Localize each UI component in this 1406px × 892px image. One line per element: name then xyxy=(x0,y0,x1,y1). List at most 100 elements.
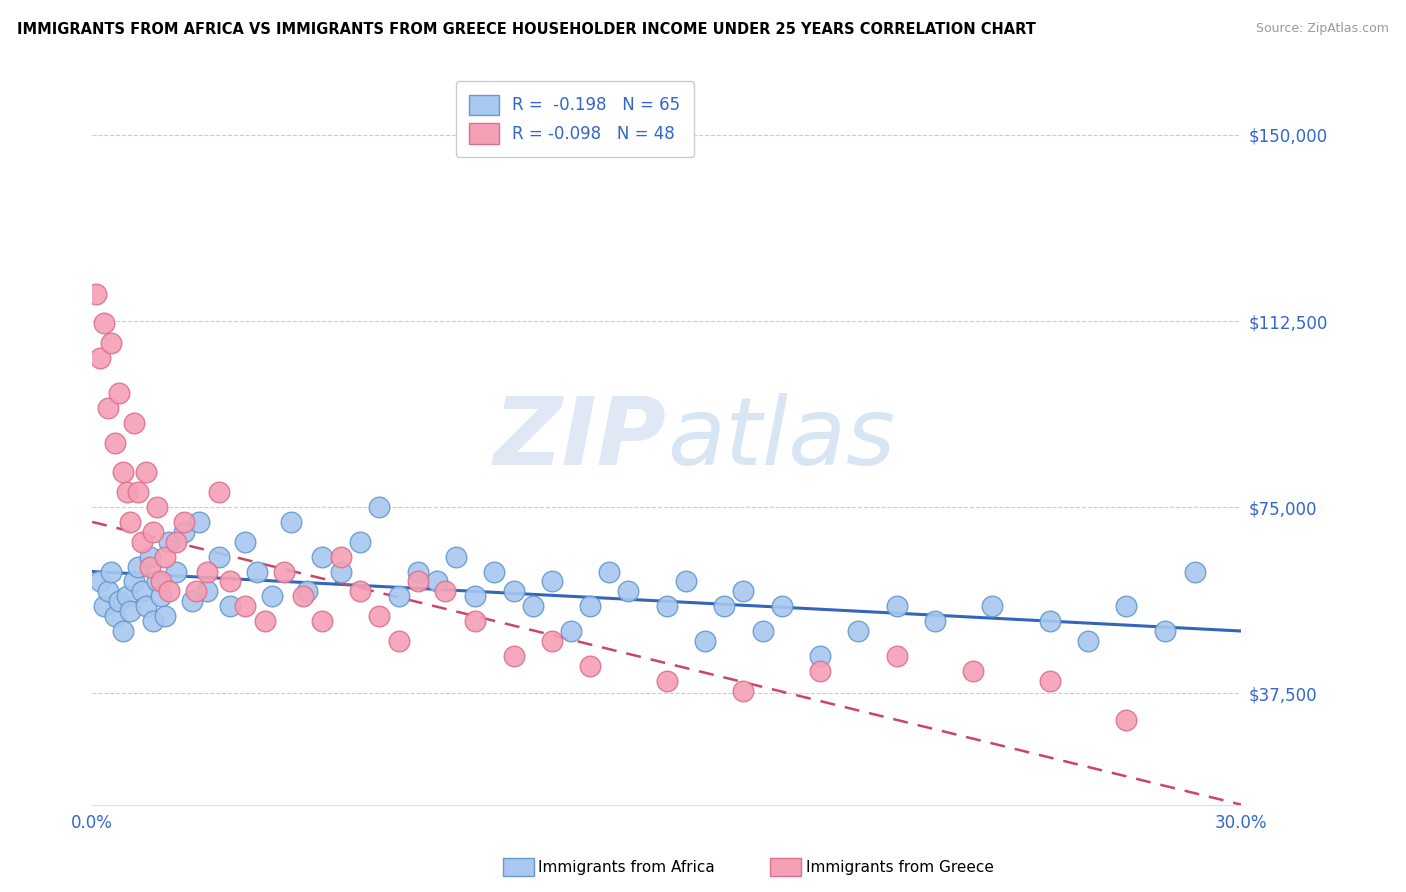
Point xyxy=(262,590,284,604)
Point xyxy=(135,599,157,614)
Point xyxy=(273,565,295,579)
Text: atlas: atlas xyxy=(666,393,896,484)
Point xyxy=(138,559,160,574)
Point xyxy=(981,599,1004,614)
Point xyxy=(733,683,755,698)
Text: Source: ZipAtlas.com: Source: ZipAtlas.com xyxy=(1256,22,1389,36)
Point xyxy=(330,549,353,564)
Point xyxy=(598,565,620,579)
Point xyxy=(522,599,544,614)
Point xyxy=(173,515,195,529)
Point xyxy=(349,584,371,599)
Point xyxy=(180,594,202,608)
Point xyxy=(291,590,314,604)
Point xyxy=(484,565,506,579)
Point xyxy=(579,599,602,614)
Point xyxy=(1039,673,1062,688)
Point xyxy=(246,565,269,579)
Point xyxy=(406,565,429,579)
Point xyxy=(111,624,134,638)
Text: ZIP: ZIP xyxy=(494,392,666,485)
Point xyxy=(541,574,564,589)
Point xyxy=(388,590,411,604)
Text: Immigrants from Africa: Immigrants from Africa xyxy=(538,861,716,875)
Point xyxy=(253,614,276,628)
Point xyxy=(388,634,411,648)
Point xyxy=(108,594,131,608)
Point xyxy=(235,534,257,549)
Point xyxy=(93,599,115,614)
Point xyxy=(157,584,180,599)
Point xyxy=(150,590,173,604)
Point xyxy=(127,559,149,574)
Point xyxy=(219,574,242,589)
Point xyxy=(207,485,229,500)
Point xyxy=(100,336,122,351)
Point xyxy=(751,624,773,638)
Point xyxy=(330,565,353,579)
Point xyxy=(962,664,984,678)
Point xyxy=(1184,565,1206,579)
Point xyxy=(111,465,134,479)
Point xyxy=(188,515,211,529)
Point xyxy=(100,565,122,579)
Point xyxy=(173,524,195,539)
Point xyxy=(655,673,678,688)
Point xyxy=(1115,599,1137,614)
Point xyxy=(84,286,107,301)
Point xyxy=(135,465,157,479)
Point xyxy=(733,584,755,599)
Point xyxy=(124,416,146,430)
Point xyxy=(153,609,176,624)
Point xyxy=(846,624,869,638)
Point xyxy=(1153,624,1175,638)
Point xyxy=(280,515,302,529)
Point xyxy=(120,515,142,529)
Point xyxy=(142,524,165,539)
Point xyxy=(693,634,716,648)
Point xyxy=(166,534,188,549)
Point xyxy=(368,609,391,624)
Point xyxy=(311,614,333,628)
Point xyxy=(166,565,188,579)
Point xyxy=(207,549,229,564)
Point xyxy=(311,549,333,564)
Point xyxy=(886,599,908,614)
Point xyxy=(153,549,176,564)
Point xyxy=(502,648,524,663)
Point xyxy=(655,599,678,614)
Point xyxy=(131,534,153,549)
Point xyxy=(1039,614,1062,628)
Legend: R =  -0.198   N = 65, R = -0.098   N = 48: R = -0.198 N = 65, R = -0.098 N = 48 xyxy=(456,81,695,157)
Point xyxy=(617,584,640,599)
Point xyxy=(157,534,180,549)
Point xyxy=(150,574,173,589)
Point xyxy=(124,574,146,589)
Point xyxy=(89,351,111,366)
Point xyxy=(426,574,449,589)
Point xyxy=(131,584,153,599)
Point xyxy=(127,485,149,500)
Point xyxy=(579,658,602,673)
Point xyxy=(146,500,169,514)
Point xyxy=(219,599,242,614)
Point xyxy=(184,584,207,599)
Point xyxy=(808,664,831,678)
Point xyxy=(146,574,169,589)
Point xyxy=(433,584,456,599)
Point xyxy=(713,599,735,614)
Point xyxy=(138,549,160,564)
Point xyxy=(120,604,142,618)
Point xyxy=(349,534,371,549)
Point xyxy=(886,648,908,663)
Point xyxy=(1077,634,1099,648)
Point xyxy=(406,574,429,589)
Point xyxy=(195,584,218,599)
Point xyxy=(464,590,486,604)
Point xyxy=(108,386,131,401)
Point xyxy=(142,614,165,628)
Point xyxy=(195,565,218,579)
Point xyxy=(104,435,127,450)
Point xyxy=(235,599,257,614)
Y-axis label: Householder Income Under 25 years: Householder Income Under 25 years xyxy=(0,299,7,579)
